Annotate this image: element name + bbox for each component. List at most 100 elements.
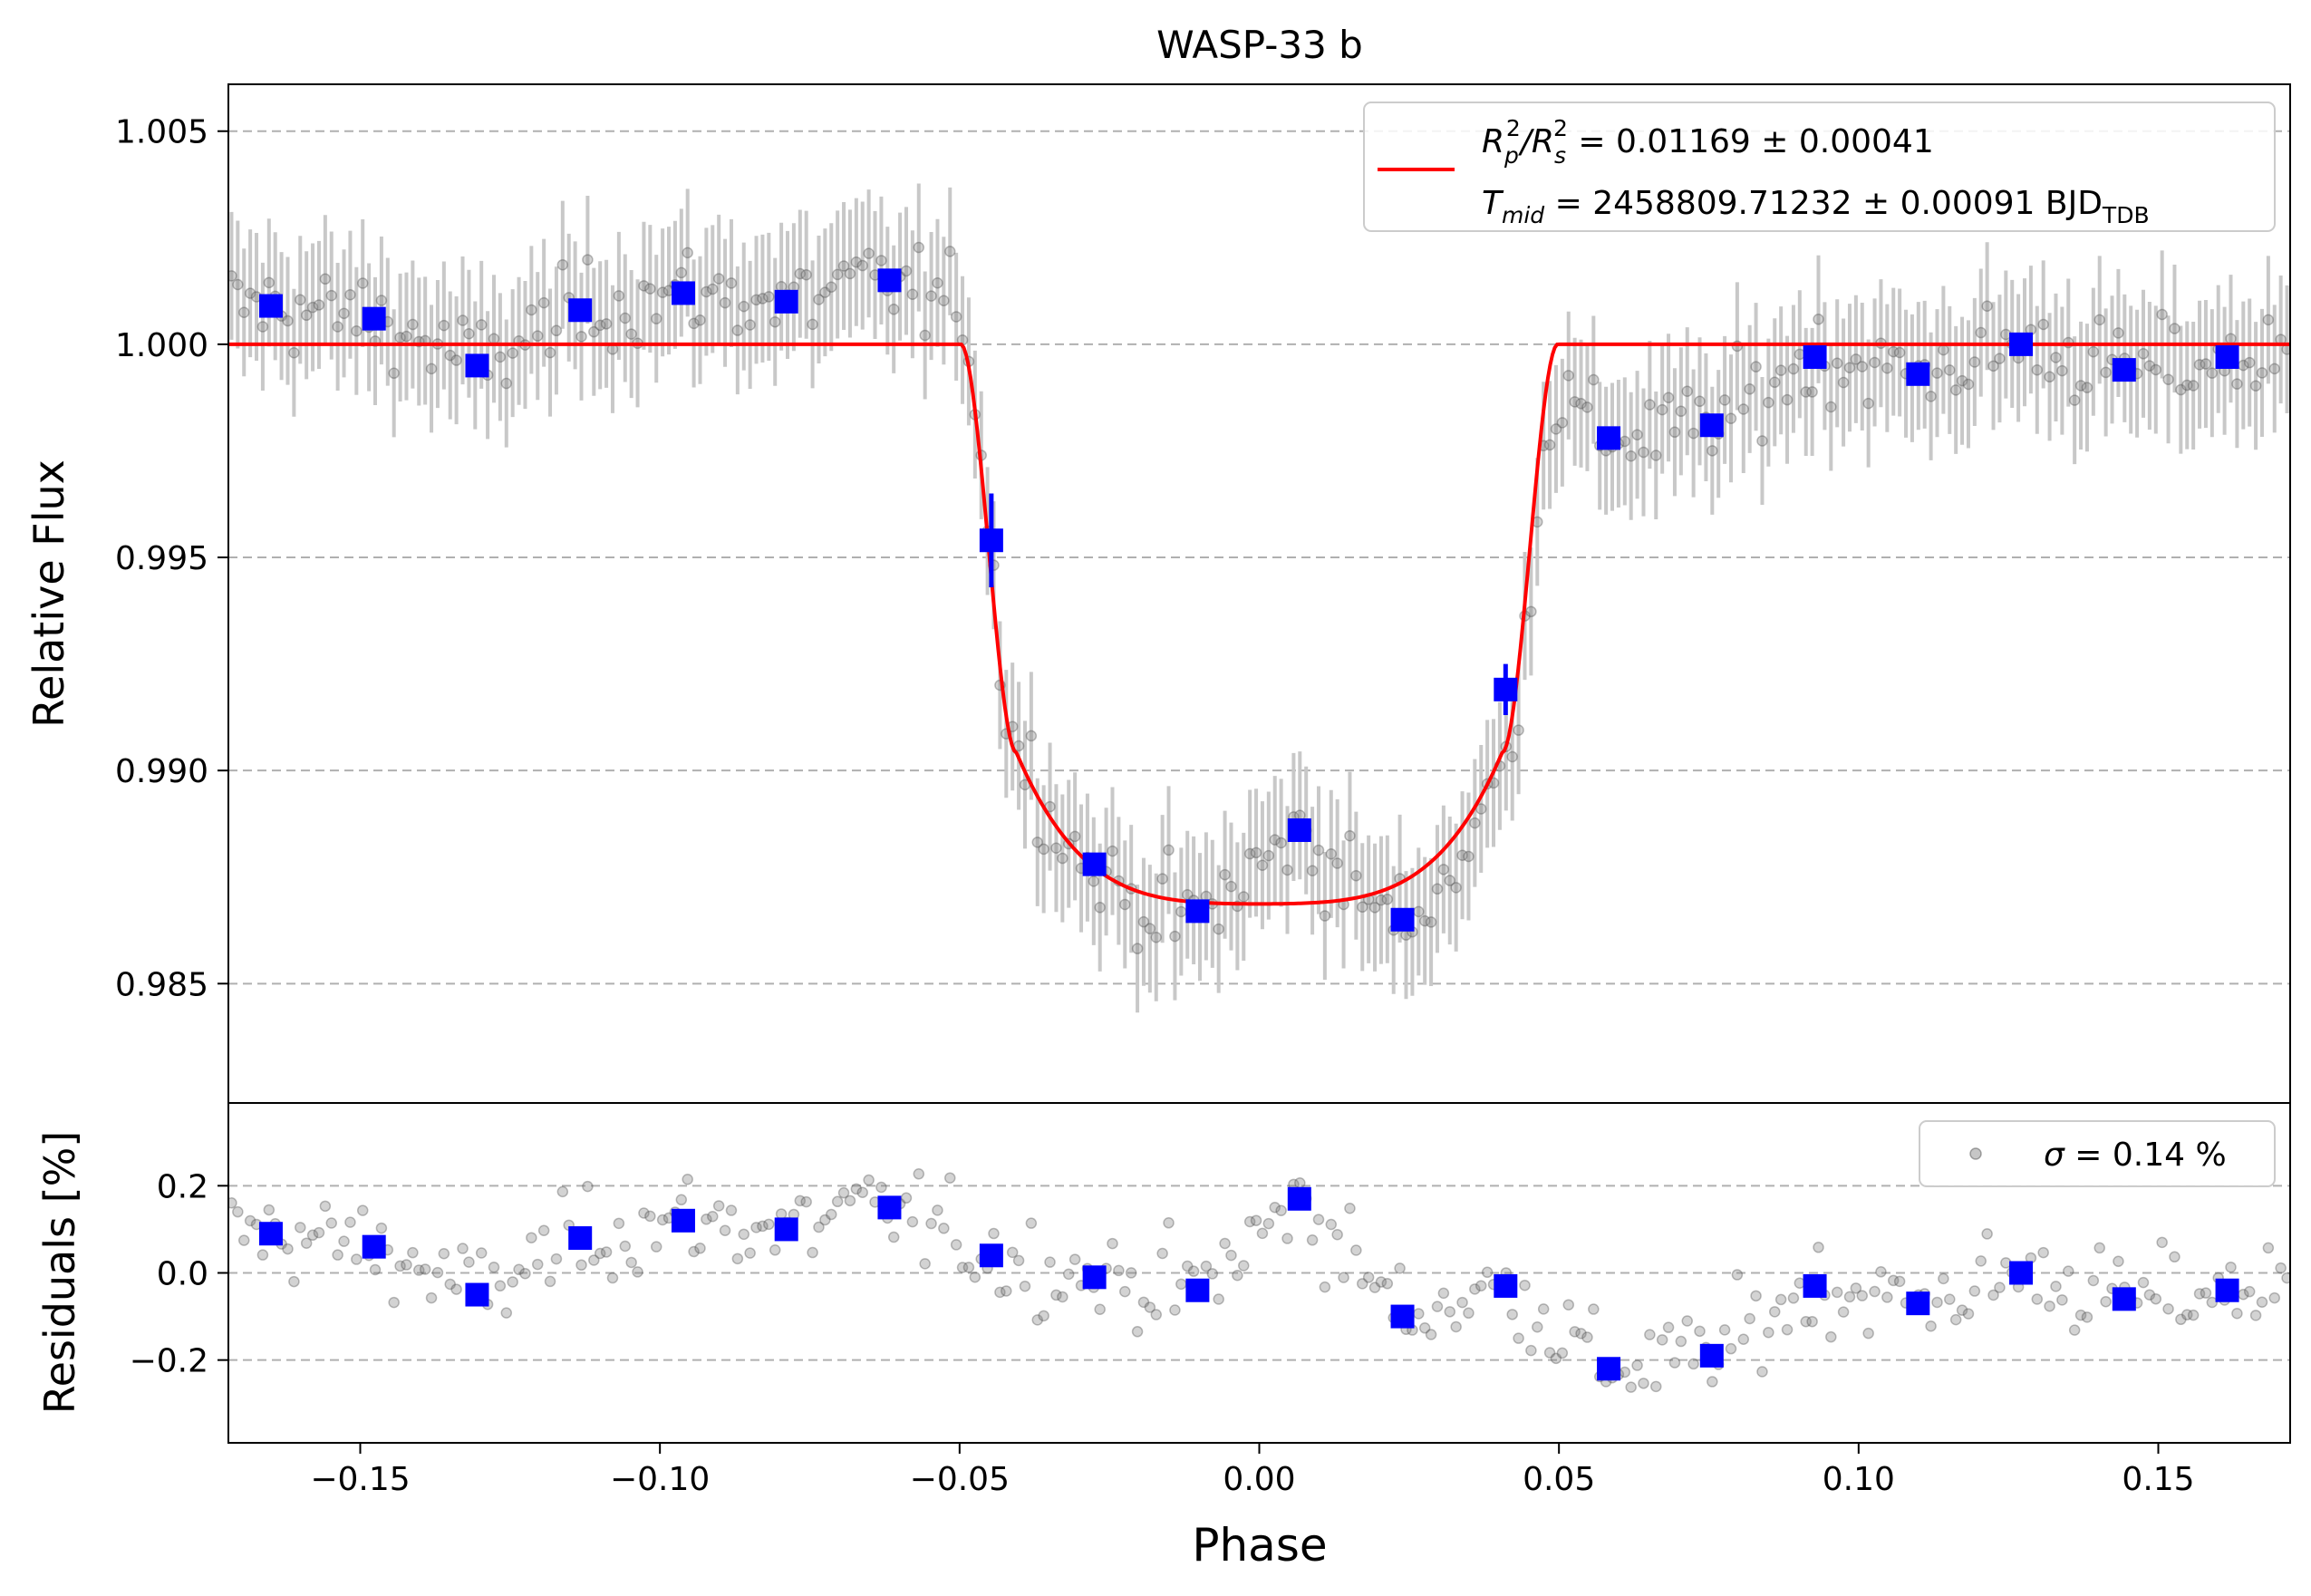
residual-raw-point bbox=[1232, 1269, 1243, 1282]
residual-raw-point bbox=[1068, 1253, 1081, 1265]
residual-raw-point bbox=[1213, 1293, 1224, 1305]
raw-point bbox=[1150, 931, 1162, 943]
residual-raw-point bbox=[1949, 1313, 1962, 1326]
raw-point bbox=[2169, 323, 2180, 334]
raw-point bbox=[856, 259, 868, 272]
raw-point bbox=[1774, 364, 1787, 376]
raw-point bbox=[1681, 385, 1693, 397]
residual-raw-point bbox=[1481, 1266, 1494, 1279]
raw-point bbox=[1050, 842, 1062, 854]
x-tick-label: −0.05 bbox=[910, 1461, 1010, 1498]
residual-raw-point bbox=[694, 1243, 706, 1254]
raw-point bbox=[750, 294, 762, 306]
raw-point bbox=[1638, 446, 1649, 459]
residual-raw-point bbox=[2081, 1311, 2093, 1323]
raw-point bbox=[1862, 397, 1874, 410]
residual-raw-point bbox=[725, 1204, 738, 1216]
raw-point bbox=[1837, 376, 1850, 389]
residual-binned-point bbox=[258, 1222, 283, 1246]
raw-point bbox=[906, 288, 919, 300]
raw-point bbox=[2181, 379, 2193, 392]
residual-raw-point bbox=[1575, 1328, 1587, 1340]
residual-raw-point bbox=[1331, 1229, 1343, 1241]
raw-point bbox=[575, 331, 587, 343]
residual-raw-point bbox=[919, 1258, 931, 1270]
residual-raw-point bbox=[2175, 1313, 2187, 1326]
raw-point bbox=[1281, 864, 1293, 876]
residual-raw-point bbox=[988, 1227, 1000, 1240]
residual-raw-point bbox=[1031, 1314, 1044, 1326]
raw-point bbox=[1456, 849, 1468, 861]
residual-raw-point bbox=[1362, 1272, 1375, 1283]
raw-point bbox=[1275, 837, 1287, 849]
raw-point bbox=[1375, 894, 1388, 906]
raw-point bbox=[425, 363, 438, 375]
raw-point bbox=[588, 325, 600, 338]
raw-point bbox=[1925, 391, 1937, 402]
residual-raw-point bbox=[375, 1222, 388, 1234]
top-legend[interactable]: Rp2/Rs2 = 0.01169 ± 0.00041 Tmid = 24588… bbox=[1363, 102, 2276, 232]
top-y-axis: 0.985 0.990 0.995 1.000 1.005 bbox=[115, 114, 228, 1003]
residual-binned-point bbox=[877, 1195, 902, 1220]
residual-raw-point bbox=[969, 1271, 981, 1283]
raw-point bbox=[1350, 869, 1362, 882]
residual-raw-point bbox=[450, 1283, 462, 1295]
raw-point bbox=[1068, 830, 1081, 843]
residual-raw-point bbox=[1225, 1249, 1237, 1262]
raw-point bbox=[344, 288, 356, 301]
binned-point bbox=[1287, 818, 1311, 843]
residual-raw-point bbox=[1094, 1303, 1106, 1316]
residual-raw-point bbox=[2150, 1292, 2162, 1305]
binned-point bbox=[1185, 899, 1210, 924]
raw-point bbox=[1418, 914, 1431, 927]
residual-raw-point bbox=[1962, 1308, 1975, 1320]
raw-point bbox=[556, 258, 569, 271]
residual-raw-point bbox=[844, 1195, 856, 1207]
raw-point bbox=[1668, 426, 1681, 439]
residual-binned-point bbox=[1494, 1273, 1518, 1298]
residual-raw-point bbox=[313, 1226, 325, 1239]
top-y-tick-label: 1.000 bbox=[115, 327, 208, 364]
bottom-legend[interactable]: σ = 0.14 % bbox=[1919, 1120, 2276, 1187]
residual-raw-point bbox=[650, 1241, 662, 1253]
residual-raw-point bbox=[1475, 1280, 1487, 1291]
raw-point bbox=[356, 277, 369, 289]
raw-point bbox=[450, 354, 462, 366]
residual-raw-point bbox=[544, 1275, 556, 1288]
residual-raw-point bbox=[2193, 1288, 2206, 1300]
residual-raw-point bbox=[2037, 1246, 2049, 1259]
residual-raw-point bbox=[288, 1275, 300, 1288]
raw-errorbars bbox=[229, 183, 2289, 1013]
residual-raw-point bbox=[826, 1208, 837, 1221]
residual-raw-point bbox=[444, 1278, 456, 1291]
residual-raw-point bbox=[2087, 1274, 2100, 1287]
x-tick-label: 0.15 bbox=[2122, 1461, 2194, 1498]
residual-raw-point bbox=[2100, 1295, 2112, 1308]
residual-raw-point bbox=[2200, 1287, 2212, 1299]
residual-raw-point bbox=[1781, 1323, 1794, 1336]
binned-point bbox=[1494, 677, 1518, 701]
raw-point bbox=[537, 296, 550, 309]
raw-point bbox=[1956, 374, 1968, 387]
top-legend-box bbox=[1363, 102, 2276, 232]
raw-point bbox=[932, 276, 943, 289]
residual-raw-point bbox=[1543, 1347, 1556, 1359]
raw-point bbox=[1269, 834, 1281, 846]
residual-raw-point bbox=[644, 1210, 656, 1223]
residual-raw-point bbox=[1588, 1303, 1600, 1315]
residual-binned-point bbox=[1082, 1265, 1107, 1290]
raw-point bbox=[844, 267, 856, 280]
residual-raw-point bbox=[750, 1222, 762, 1233]
residual-raw-point bbox=[1294, 1177, 1306, 1189]
raw-point bbox=[2031, 363, 2044, 376]
bottom-y-tick-label: 0.0 bbox=[157, 1256, 208, 1293]
residual-raw-point bbox=[2162, 1302, 2174, 1315]
residual-raw-point bbox=[1787, 1292, 1800, 1304]
residual-raw-point bbox=[2063, 1265, 2074, 1277]
residual-raw-point bbox=[413, 1264, 425, 1276]
raw-point bbox=[1806, 386, 1818, 398]
binned-point bbox=[2112, 358, 2136, 382]
residual-raw-point bbox=[1862, 1327, 1874, 1340]
residual-raw-point bbox=[1156, 1247, 1168, 1260]
raw-point bbox=[532, 330, 544, 342]
